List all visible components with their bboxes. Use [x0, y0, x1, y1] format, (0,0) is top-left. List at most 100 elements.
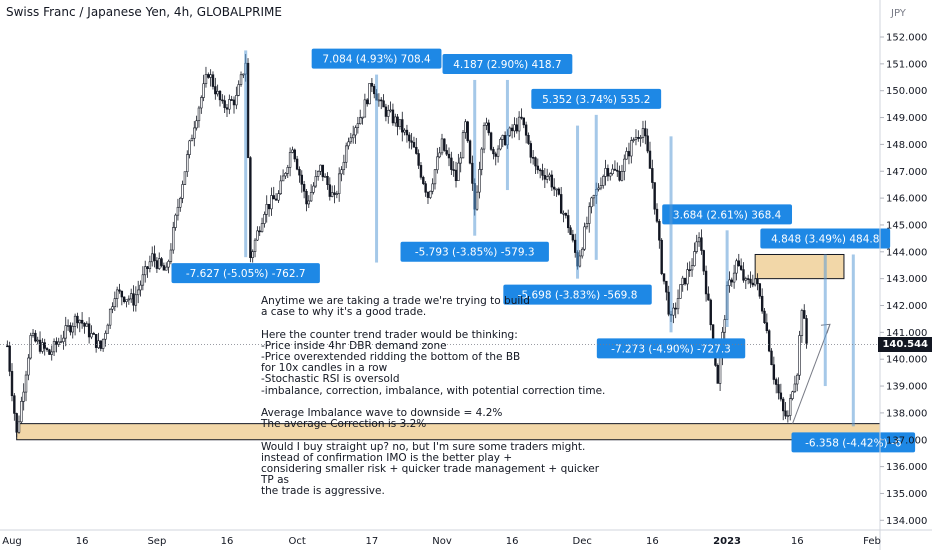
candle-body [323, 175, 327, 178]
candle-body [207, 74, 210, 78]
candle-body [660, 239, 663, 274]
candle-body [162, 265, 166, 271]
y-tick-label: 146.000 [886, 194, 927, 205]
candle-body [480, 148, 483, 170]
candle-body [151, 253, 154, 263]
candle-body [312, 185, 315, 193]
candle-body [592, 195, 596, 199]
candle-body [344, 145, 348, 163]
candle-body [517, 116, 521, 132]
candle-body [239, 74, 243, 85]
measure-range-bar [473, 79, 477, 236]
candle-body [564, 212, 568, 216]
y-tick-label: 152.000 [886, 33, 927, 44]
candle-body [354, 127, 357, 136]
candle-body [583, 226, 586, 250]
candle-body [616, 169, 619, 172]
candle-body [36, 339, 39, 342]
candle-body [302, 184, 306, 192]
candle-body [174, 214, 177, 228]
candle-body [211, 74, 215, 87]
candle-body [789, 398, 792, 416]
candle-body [426, 191, 430, 198]
candle-body [366, 99, 369, 105]
candle-body [438, 152, 441, 158]
candle-body [597, 187, 600, 190]
candle-body [527, 134, 530, 144]
candle-body [431, 183, 434, 192]
x-tick-label: Sep [147, 536, 166, 547]
candle-body [183, 171, 187, 185]
candle-body [702, 250, 705, 272]
candle-body [588, 206, 591, 224]
candle-body [562, 212, 565, 215]
candle-body [78, 319, 81, 324]
candle-body [328, 184, 332, 197]
candle-body [265, 204, 268, 215]
candle-body [599, 185, 603, 189]
candle-body [751, 282, 755, 286]
x-tick-label: Oct [288, 536, 305, 547]
candle-body [380, 99, 383, 102]
candle-body [408, 134, 411, 142]
candle-body [387, 110, 390, 117]
candle-body [125, 299, 128, 303]
candle-body [85, 323, 88, 327]
measure-label: 5.352 (3.74%) 535.2 [542, 94, 650, 106]
candle-body [466, 121, 469, 142]
candle-body [690, 265, 694, 271]
candle-body [779, 392, 783, 400]
current-price-tag: 140.544 [878, 336, 932, 352]
candle-body [169, 249, 173, 262]
candle-body [723, 319, 726, 333]
candle-body [382, 100, 385, 108]
candle-body [403, 129, 406, 133]
measure-label: 4.187 (2.90%) 418.7 [453, 59, 561, 71]
candle-body [620, 171, 624, 181]
candle-body [763, 310, 766, 323]
candle-body [305, 191, 308, 205]
candle-body [223, 100, 226, 108]
candle-body [258, 230, 261, 233]
candle-body [115, 289, 119, 299]
candle-body [132, 293, 135, 306]
candle-body [253, 239, 257, 252]
candle-body [52, 341, 56, 353]
candle-body [571, 234, 575, 241]
candle-body [541, 170, 544, 176]
note-line: a case to why it's a good trade. [261, 306, 427, 319]
measure-label-box [531, 88, 662, 109]
candle-body [221, 99, 224, 102]
note-line: considering smaller risk + quicker trade… [261, 463, 603, 487]
candle-body [349, 137, 353, 143]
candle-body [487, 122, 490, 134]
measure-label: 3.684 (2.61%) 368.4 [673, 209, 782, 221]
candle-body [57, 341, 60, 345]
candle-body [351, 134, 355, 139]
note-line: Average Imbalance wave to downside = 4.2… [261, 407, 503, 420]
candle-body [501, 135, 504, 140]
x-tick-label: 16 [76, 536, 89, 547]
candle-body [391, 109, 395, 124]
candle-body [76, 315, 79, 324]
candle-body [384, 106, 388, 117]
candle-body [559, 194, 563, 214]
y-tick-label: 141.000 [886, 328, 927, 339]
candle-body [272, 195, 275, 200]
candle-body [15, 413, 18, 433]
candle-body [356, 123, 360, 128]
candle-body [515, 124, 518, 132]
x-tick-label: 16 [506, 536, 519, 547]
y-tick-label: 144.000 [886, 247, 927, 258]
candle-body [688, 269, 691, 271]
candle-body [319, 164, 322, 172]
candle-body [122, 296, 126, 303]
candle-body [45, 348, 49, 351]
candle-body [113, 298, 117, 308]
candle-body [136, 289, 140, 296]
note-line: Would I buy straight up? no, but I'm sur… [261, 440, 586, 453]
candle-body [64, 325, 67, 339]
candle-body [111, 306, 114, 310]
